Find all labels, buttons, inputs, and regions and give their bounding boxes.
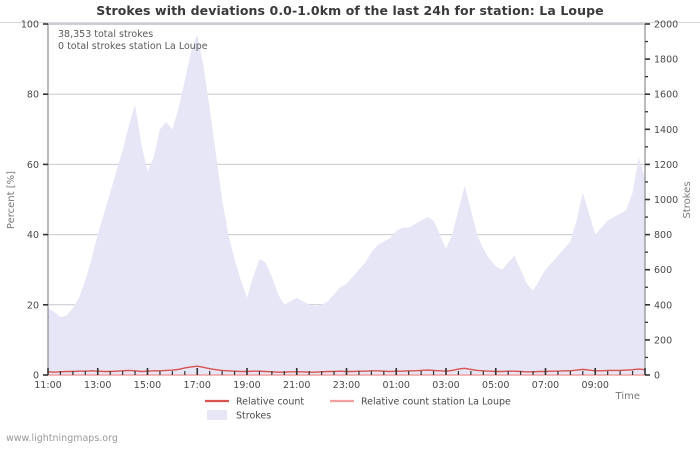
svg-text:15:00: 15:00: [134, 380, 161, 391]
svg-text:05:00: 05:00: [482, 380, 509, 391]
svg-text:Strokes: Strokes: [236, 411, 271, 422]
svg-text:Relative count: Relative count: [236, 397, 304, 408]
svg-text:Relative count station La Loup: Relative count station La Loupe: [361, 397, 511, 408]
x-axis-title: Time: [615, 391, 640, 402]
svg-text:23:00: 23:00: [333, 380, 360, 391]
svg-text:21:00: 21:00: [283, 380, 310, 391]
svg-text:100: 100: [21, 20, 39, 31]
svg-text:1000: 1000: [654, 195, 678, 206]
svg-text:800: 800: [654, 230, 672, 241]
svg-text:0: 0: [654, 371, 660, 382]
annotation-total-strokes: 38,353 total strokes: [58, 29, 153, 40]
svg-text:01:00: 01:00: [383, 380, 410, 391]
svg-text:11:00: 11:00: [34, 380, 61, 391]
strokes-area-series: [48, 34, 645, 375]
svg-text:400: 400: [654, 300, 672, 311]
legend-item: Strokes: [207, 410, 271, 422]
svg-text:1800: 1800: [654, 55, 678, 66]
svg-text:60: 60: [27, 160, 39, 171]
svg-text:2000: 2000: [654, 20, 678, 31]
x-axis-ticks: 11:00 13:00 15:00 17:00 19:00 21:00 23:00 01:00…: [34, 368, 646, 391]
chart-title: Strokes with deviations 0.0-1.0km of the…: [96, 3, 604, 18]
legend-item: Relative count station La Loupe: [330, 397, 511, 408]
y-axis-left-ticks: 0 20 40 60 80 100: [21, 20, 48, 382]
annotation-station-strokes: 0 total strokes station La Loupe: [58, 41, 208, 52]
watermark: www.lightningmaps.org: [6, 433, 118, 444]
svg-text:1200: 1200: [654, 160, 678, 171]
svg-text:40: 40: [27, 230, 39, 241]
svg-text:19:00: 19:00: [233, 380, 260, 391]
svg-text:13:00: 13:00: [84, 380, 111, 391]
y-axis-right-title: Strokes: [682, 181, 693, 218]
svg-text:09:00: 09:00: [582, 380, 609, 391]
svg-text:600: 600: [654, 265, 672, 276]
svg-text:20: 20: [27, 300, 39, 311]
svg-text:17:00: 17:00: [184, 380, 211, 391]
legend-item: Relative count: [205, 397, 304, 408]
svg-text:200: 200: [654, 335, 672, 346]
svg-text:1600: 1600: [654, 90, 678, 101]
chart-legend: Relative count Relative count station La …: [205, 397, 511, 422]
y-axis-right-ticks: 0 200 400 600 800 1000 1200 1400 1600 1800 2000: [645, 20, 678, 382]
svg-text:07:00: 07:00: [532, 380, 559, 391]
title-divider: [0, 22, 700, 23]
svg-text:0: 0: [33, 371, 39, 382]
svg-text:1400: 1400: [654, 125, 678, 136]
svg-text:80: 80: [27, 90, 39, 101]
y-axis-left-title: Percent [%]: [6, 171, 17, 229]
svg-text:03:00: 03:00: [432, 380, 459, 391]
